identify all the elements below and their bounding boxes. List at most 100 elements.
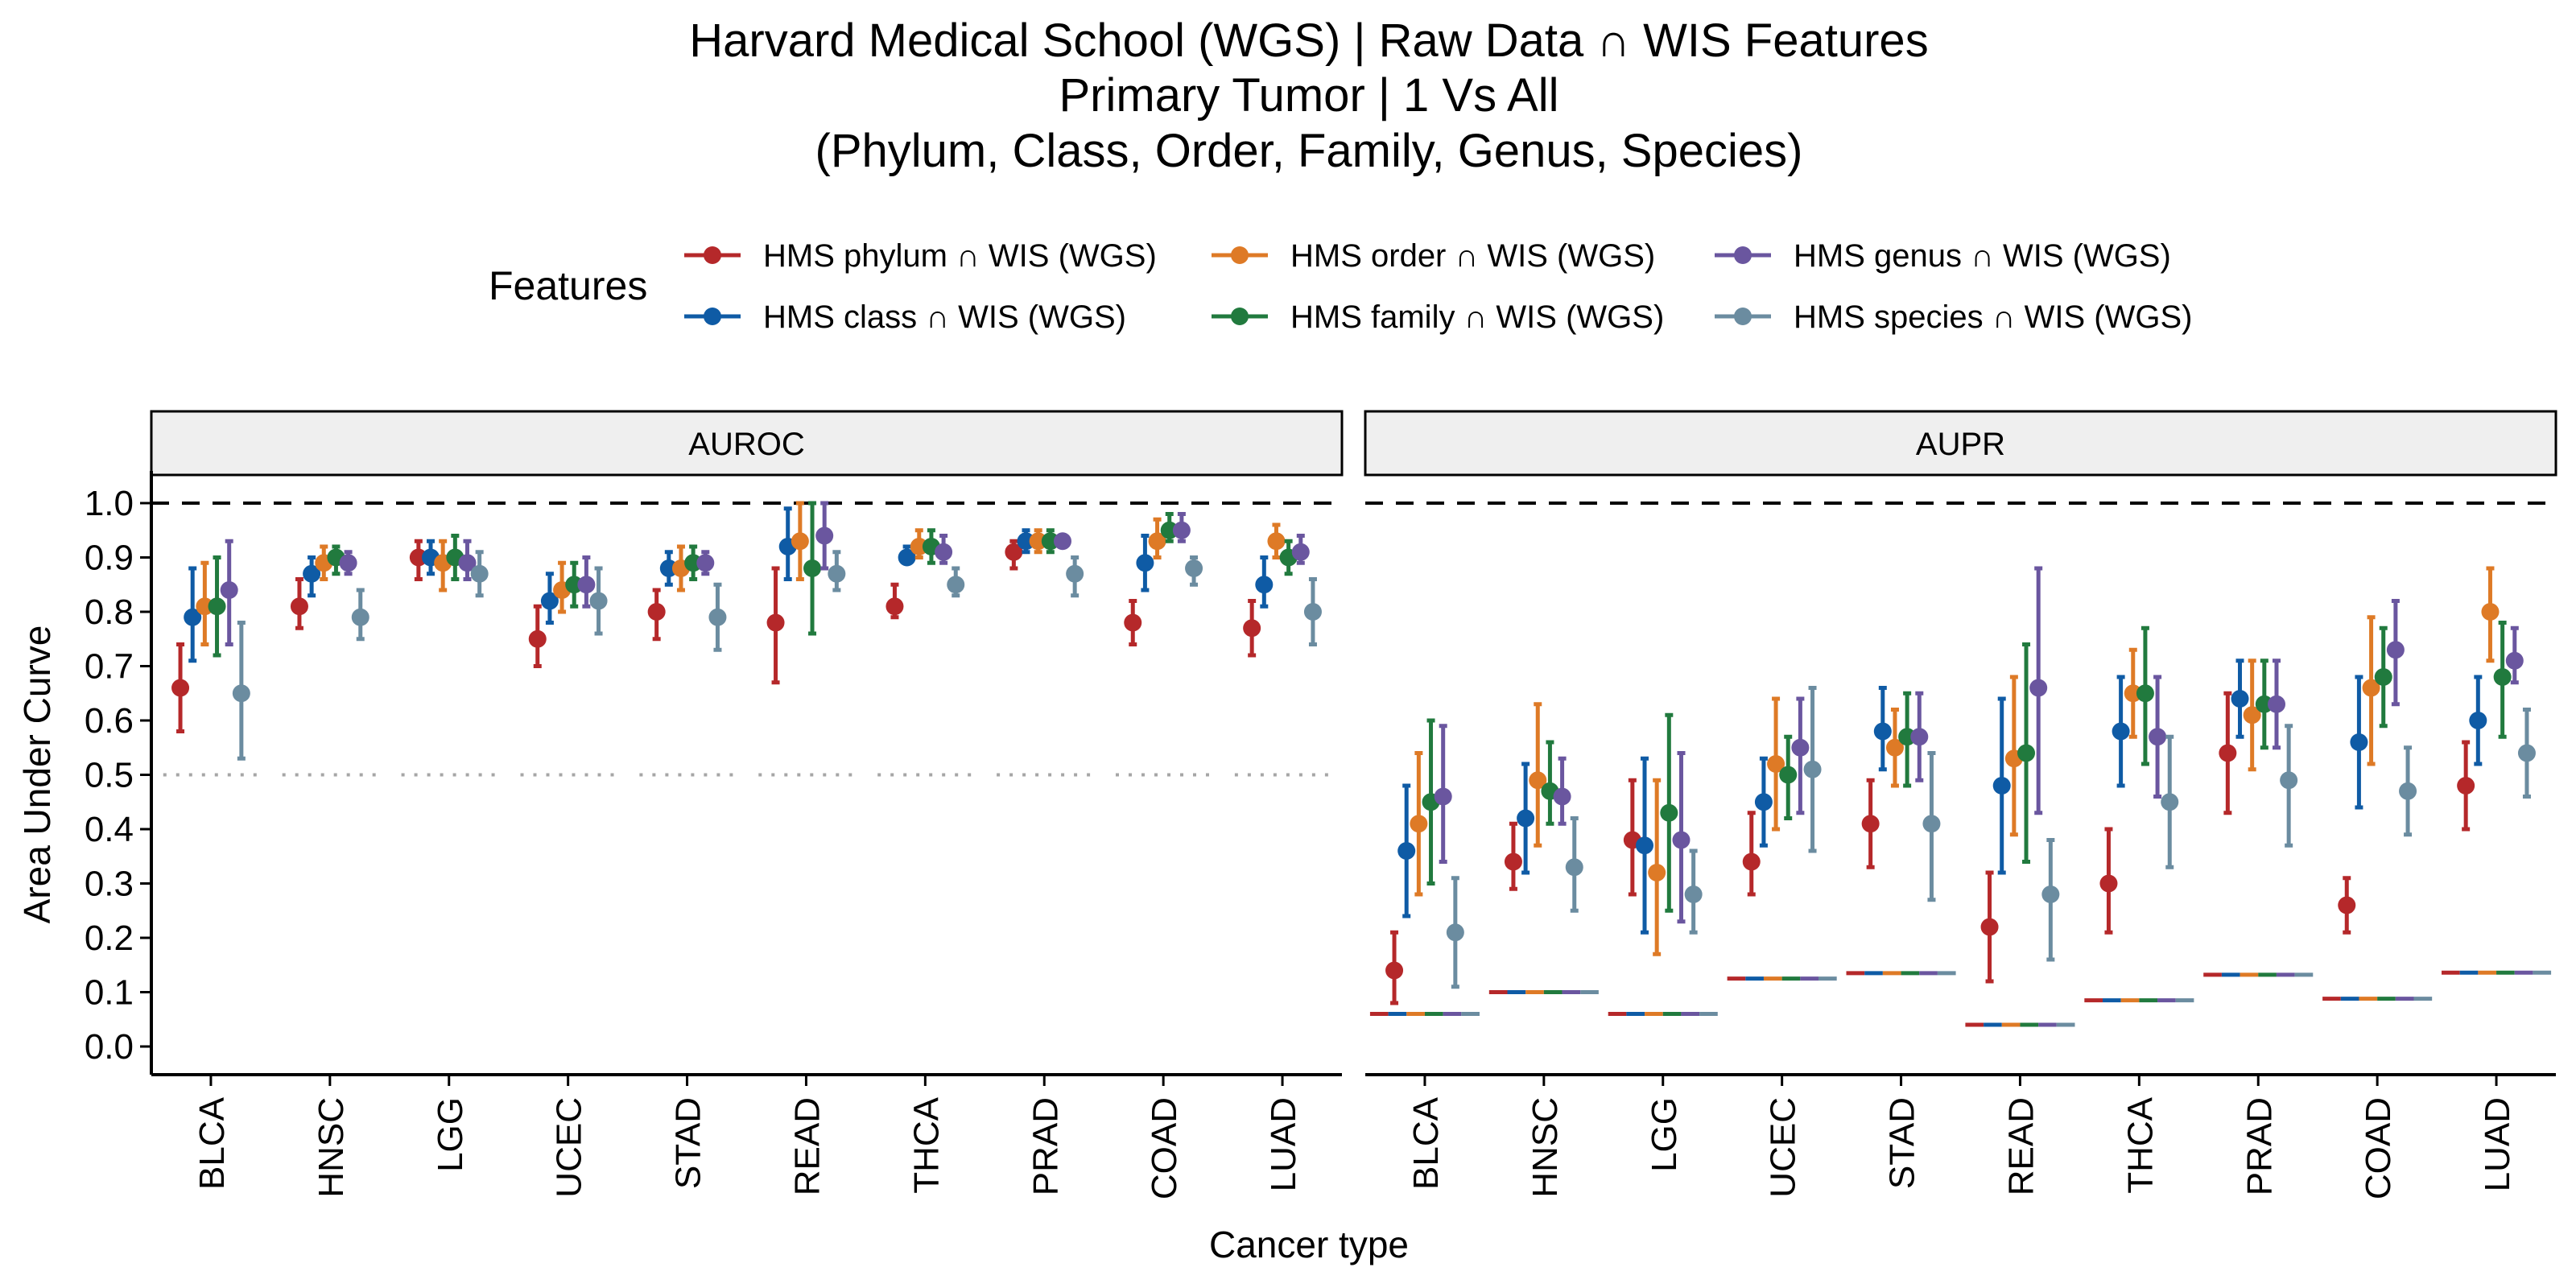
data-point (2280, 771, 2298, 790)
legend-label: HMS family ∩ WIS (WGS) (1290, 299, 1664, 335)
x-tick-label: LGG (431, 1097, 470, 1172)
x-tick-label: COAD (2359, 1097, 2398, 1199)
data-point (2481, 603, 2500, 621)
data-point (2219, 744, 2237, 762)
data-point (2374, 668, 2392, 686)
y-tick-label: 0.3 (85, 865, 134, 904)
data-point (2493, 668, 2512, 686)
data-point (766, 613, 785, 632)
data-point (2255, 695, 2273, 713)
data-point (1446, 923, 1464, 942)
data-point (1185, 559, 1203, 577)
data-point (1017, 532, 1035, 551)
x-tick-label: STAD (669, 1097, 708, 1189)
data-point (2469, 712, 2487, 729)
legend-swatch-point (1734, 308, 1752, 325)
data-point (1922, 815, 1941, 833)
x-tick-label: PRAD (2240, 1097, 2279, 1195)
chart-title: Harvard Medical School (WGS) | Raw Data … (689, 14, 1928, 177)
legend: Features HMS phylum ∩ WIS (WGS) HMS class… (489, 238, 2192, 335)
data-point (1910, 728, 1929, 746)
data-point (1255, 576, 1274, 594)
data-point (2399, 782, 2417, 800)
data-point (540, 592, 559, 610)
data-point (171, 679, 190, 697)
legend-label: HMS genus ∩ WIS (WGS) (1794, 238, 2171, 274)
data-point (828, 564, 846, 583)
x-tick-label: HNSC (312, 1097, 351, 1198)
x-tick-label: BLCA (192, 1096, 232, 1190)
data-point (458, 554, 477, 572)
data-point (1148, 532, 1166, 551)
title-line-2: Primary Tumor | 1 Vs All (1059, 69, 1559, 122)
data-point (2161, 793, 2179, 811)
y-tick-label: 0.1 (85, 973, 134, 1013)
data-point (659, 559, 678, 577)
data-point (1684, 886, 1703, 903)
legend-title: Features (489, 263, 647, 308)
y-axis-title: Area Under Curve (16, 625, 58, 924)
data-point (2041, 886, 2060, 903)
data-point (947, 576, 965, 594)
data-point (647, 603, 666, 621)
data-point (577, 576, 596, 594)
x-tick-label: THCA (2120, 1096, 2160, 1193)
data-point (2029, 679, 2048, 697)
data-point (935, 543, 953, 561)
x-axis-title: Cancer type (1209, 1224, 1409, 1265)
data-point (886, 597, 904, 616)
x-tick-label: THCA (906, 1096, 946, 1193)
y-tick-label: 0.8 (85, 592, 134, 632)
data-point (1742, 852, 1761, 871)
panel-strip (150, 410, 1344, 477)
data-point (2136, 684, 2154, 703)
y-tick-label: 0.2 (85, 919, 134, 958)
data-point (708, 608, 727, 626)
data-point (1885, 738, 1904, 757)
x-tick-label: STAD (1883, 1097, 1922, 1189)
y-tick-label: 0.5 (85, 756, 134, 795)
data-point (1791, 738, 1810, 757)
data-point (696, 554, 715, 572)
data-point (1005, 543, 1023, 561)
data-point (2243, 706, 2261, 724)
data-point (1385, 961, 1404, 980)
data-point (1397, 842, 1416, 860)
panels: AUROC0.00.10.20.30.40.50.60.70.80.91.0AU… (85, 410, 2557, 1086)
y-tick-label: 0.6 (85, 701, 134, 741)
data-point (815, 526, 834, 545)
data-point (528, 630, 547, 648)
data-point (339, 554, 357, 572)
y-tick-label: 0.9 (85, 539, 134, 578)
data-point (1980, 918, 1999, 936)
panel-auroc: AUROC 0.0 0.1 0.2 0.3 0.4 0.5 0.6 0.7 0.8 0.9 1.0 (85, 410, 1344, 1086)
x-tick-label: BLCA (1406, 1096, 1446, 1190)
panel-aupr: AUPR (1364, 410, 2557, 1086)
panel-strip-label: AUPR (1916, 427, 2005, 462)
data-point (1648, 864, 1666, 881)
data-point (1861, 815, 1880, 833)
data-point (2338, 896, 2356, 914)
data-point (565, 576, 584, 594)
data-point (898, 548, 916, 567)
data-point (2350, 733, 2368, 751)
data-point (1041, 532, 1059, 551)
panel-strip-label: AUROC (688, 427, 804, 462)
data-point (208, 597, 226, 616)
data-point (1267, 532, 1286, 551)
data-point (2457, 777, 2475, 795)
data-point (791, 532, 809, 551)
data-point (1291, 543, 1310, 561)
y-tick-label: 0.0 (85, 1027, 134, 1067)
data-point (2267, 695, 2285, 713)
data-point (1124, 613, 1142, 632)
data-point (1767, 755, 1785, 773)
x-axis-labels: BLCA HNSC LGG UCEC STAD READ THCA PRAD COAD LUAD B… (192, 1096, 2517, 1199)
data-point (1873, 722, 1892, 741)
data-point (1160, 521, 1179, 539)
x-tick-label: COAD (1145, 1097, 1184, 1199)
data-point (470, 564, 489, 583)
legend-label: HMS order ∩ WIS (WGS) (1290, 238, 1655, 274)
legend-swatch-point (704, 246, 721, 264)
data-point (2099, 874, 2118, 893)
